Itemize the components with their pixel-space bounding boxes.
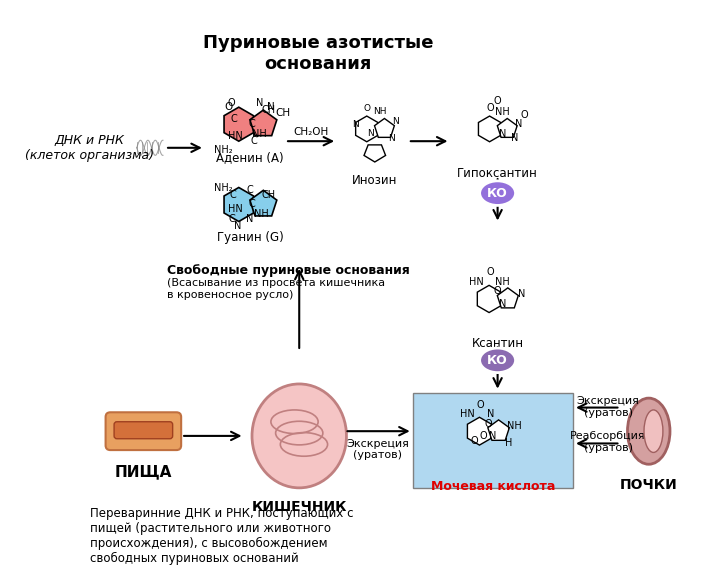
Polygon shape [250,190,277,216]
Text: NH₂: NH₂ [214,145,233,155]
Text: HN: HN [460,409,475,419]
Text: O: O [486,103,494,113]
Text: Экскреция
(уратов): Экскреция (уратов) [346,439,409,460]
Text: Инозин: Инозин [352,174,398,187]
Text: CH₂OH: CH₂OH [293,127,328,137]
Text: C: C [251,136,257,146]
Text: NH: NH [252,128,267,139]
Polygon shape [488,420,510,440]
Text: Аденин (A): Аденин (A) [217,151,284,164]
Text: (Всасывание из просвета кишечника
в кровеносное русло): (Всасывание из просвета кишечника в кров… [167,278,385,300]
Text: C: C [230,190,236,200]
Text: O: O [521,110,528,120]
Polygon shape [356,116,378,142]
Text: Реабсорбция
(уратов): Реабсорбция (уратов) [570,431,646,453]
Text: Экскреция
(уратов): Экскреция (уратов) [577,397,640,418]
Text: O: O [486,268,494,277]
FancyBboxPatch shape [114,422,172,439]
Text: Переваринние ДНК и РНК, поступающих с
пищей (растительного или животного
происхо: Переваринние ДНК и РНК, поступающих с пи… [89,507,353,565]
Text: N: N [518,289,525,299]
Text: NH₂: NH₂ [214,183,233,194]
Text: NH: NH [254,209,269,219]
Text: N: N [353,120,359,129]
Text: O: O [494,96,502,105]
Text: N: N [487,409,494,419]
Text: N: N [515,119,522,129]
Text: Гипоксантин: Гипоксантин [457,167,538,180]
Text: C: C [229,214,236,223]
FancyBboxPatch shape [105,413,181,450]
Text: Мочевая кислота: Мочевая кислота [430,480,555,493]
Text: КО: КО [487,354,508,367]
Polygon shape [497,119,517,138]
Text: O: O [364,104,371,113]
Text: O: O [228,99,235,108]
Text: CH: CH [262,190,276,200]
Polygon shape [364,145,385,162]
FancyBboxPatch shape [413,394,573,488]
Text: Ксантин: Ксантин [472,337,523,350]
Ellipse shape [480,181,515,206]
Text: Пуриновые азотистые
основания: Пуриновые азотистые основания [203,34,433,73]
Text: N: N [246,214,254,223]
Text: HN: HN [228,204,242,214]
Text: HN: HN [228,131,242,140]
Polygon shape [467,417,491,445]
Text: NH: NH [507,422,522,431]
Text: C: C [249,119,255,129]
Ellipse shape [252,384,347,488]
Polygon shape [497,288,518,308]
Text: N: N [499,299,506,309]
Text: ⁻: ⁻ [507,349,514,362]
Text: N: N [234,221,241,231]
Text: NH: NH [373,107,386,116]
Text: O: O [470,435,478,446]
Text: N: N [392,117,399,126]
Text: Гуанин (G): Гуанин (G) [217,231,284,244]
Text: N: N [366,129,374,138]
Text: N: N [499,128,506,139]
Text: NH: NH [495,107,510,117]
Text: N: N [388,134,395,143]
Text: O: O [484,419,492,429]
Polygon shape [224,107,254,141]
Text: O: O [494,286,502,296]
Text: Свободные пуриновые основания: Свободные пуриновые основания [167,264,410,277]
Polygon shape [224,187,254,222]
Text: CH: CH [276,108,291,118]
Polygon shape [374,119,394,138]
Polygon shape [478,285,501,312]
Text: C: C [249,199,255,210]
Text: O: O [225,102,233,112]
Text: КО: КО [487,187,508,199]
Text: КИШЕЧНИК: КИШЕЧНИК [252,500,347,514]
Text: O: O [480,431,487,441]
Text: ПИЩА: ПИЩА [115,464,172,479]
Text: N: N [267,102,275,112]
Polygon shape [250,110,277,136]
Text: N: N [511,134,518,143]
Text: O: O [477,400,484,410]
Polygon shape [478,116,501,142]
Text: N: N [256,99,263,108]
Text: HN: HN [470,277,484,287]
Text: CH: CH [262,105,276,115]
Text: N: N [489,431,497,441]
Text: H: H [505,438,513,448]
Text: NH: NH [495,277,510,287]
Text: C: C [230,115,238,124]
Ellipse shape [480,348,515,372]
Text: ДНК и РНК
(клеток организма): ДНК и РНК (клеток организма) [25,134,154,162]
Text: C: C [246,185,254,195]
Ellipse shape [644,410,663,453]
Text: ПОЧКИ: ПОЧКИ [620,478,678,492]
Ellipse shape [627,398,670,464]
